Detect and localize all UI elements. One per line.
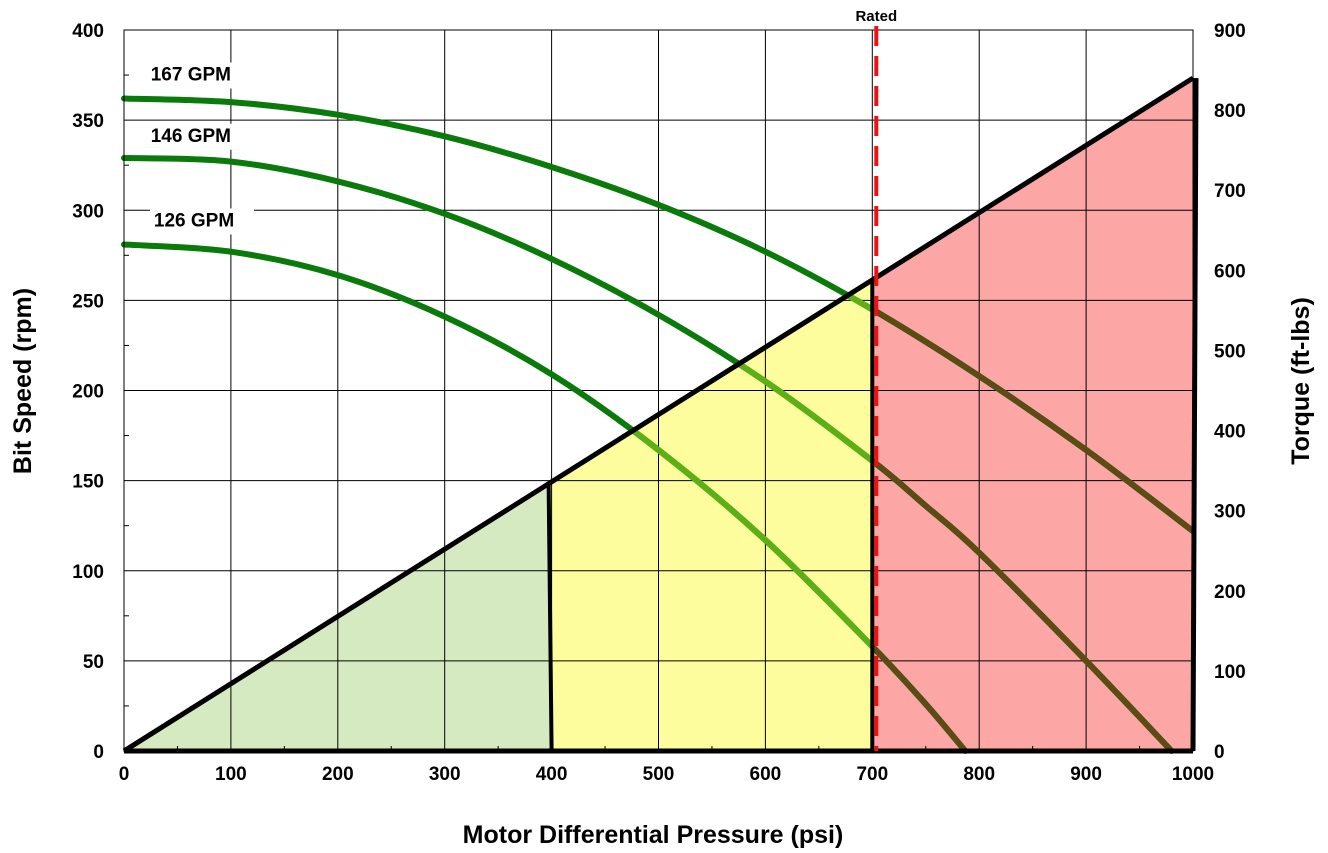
y-tick-label: 50 [83,652,104,673]
curve-label: 167 GPM [151,64,231,85]
x-tick-label: 200 [322,764,354,785]
curve-167-gpm-red-zone [872,95,1193,534]
curve-label-bg [149,208,254,235]
boundary-400 [546,481,554,752]
y2-tick-label: 100 [1214,662,1246,683]
y-tick-label: 300 [72,201,104,222]
y2-tick-label: 200 [1214,582,1246,603]
zone-boundaries [122,29,1199,754]
y-tick-label: 400 [72,21,104,42]
curve-label: 146 GPM [151,126,231,147]
x-tick-label: 900 [1070,764,1102,785]
y-tick-label: 150 [72,472,104,493]
y2-tick-label: 0 [1214,742,1225,763]
y2-tick-label: 600 [1214,261,1246,282]
curve-labels: 167 GPM 146 GPM 126 GPM [146,62,254,235]
y-tick-label: 350 [72,111,104,132]
y2-tick-label: 300 [1214,502,1246,523]
x-tick-label: 1000 [1172,764,1214,785]
y-tick-label: 250 [72,291,104,312]
y-tick-label: 200 [72,382,104,403]
y-axis-title: Bit Speed (rpm) [9,288,37,474]
x-tick-label: 600 [750,764,782,785]
x-tick-label: 0 [119,764,130,785]
curve-146-gpm-red-zone [872,154,1174,754]
y-tick-label: 100 [72,562,104,583]
zone-yellow [551,279,873,751]
x-axis-title: Motor Differential Pressure (psi) [463,821,844,849]
curve-label: 126 GPM [154,210,234,231]
y-tick-label: 0 [93,742,104,763]
x-tick-label: 500 [643,764,675,785]
torque-line [122,75,1195,754]
y2-tick-label: 500 [1214,341,1246,362]
curve-126-gpm-red-zone [872,241,968,753]
rated-label: Rated [855,8,897,25]
x-tick-label: 800 [963,764,995,785]
y2-axis-title: Torque (ft-lbs) [1287,297,1315,465]
y2-tick-label: 800 [1214,101,1246,122]
y2-tick-label: 700 [1214,181,1246,202]
x-tick-label: 400 [536,764,568,785]
x-tick-label: 700 [856,764,888,785]
y2-tick-label: 400 [1214,422,1246,443]
x-tick-label: 100 [215,764,247,785]
x-tick-label: 300 [429,764,461,785]
plot-frame [123,29,1194,752]
axis-tick-labels: 0 100 200 300 400 500 600 700 800 900 100005010015… [72,21,1245,785]
rated-line-group: Rated [855,8,897,751]
y2-tick-label: 900 [1214,21,1246,42]
curve-label-bg [146,123,251,150]
curve-label-bg [146,62,251,89]
